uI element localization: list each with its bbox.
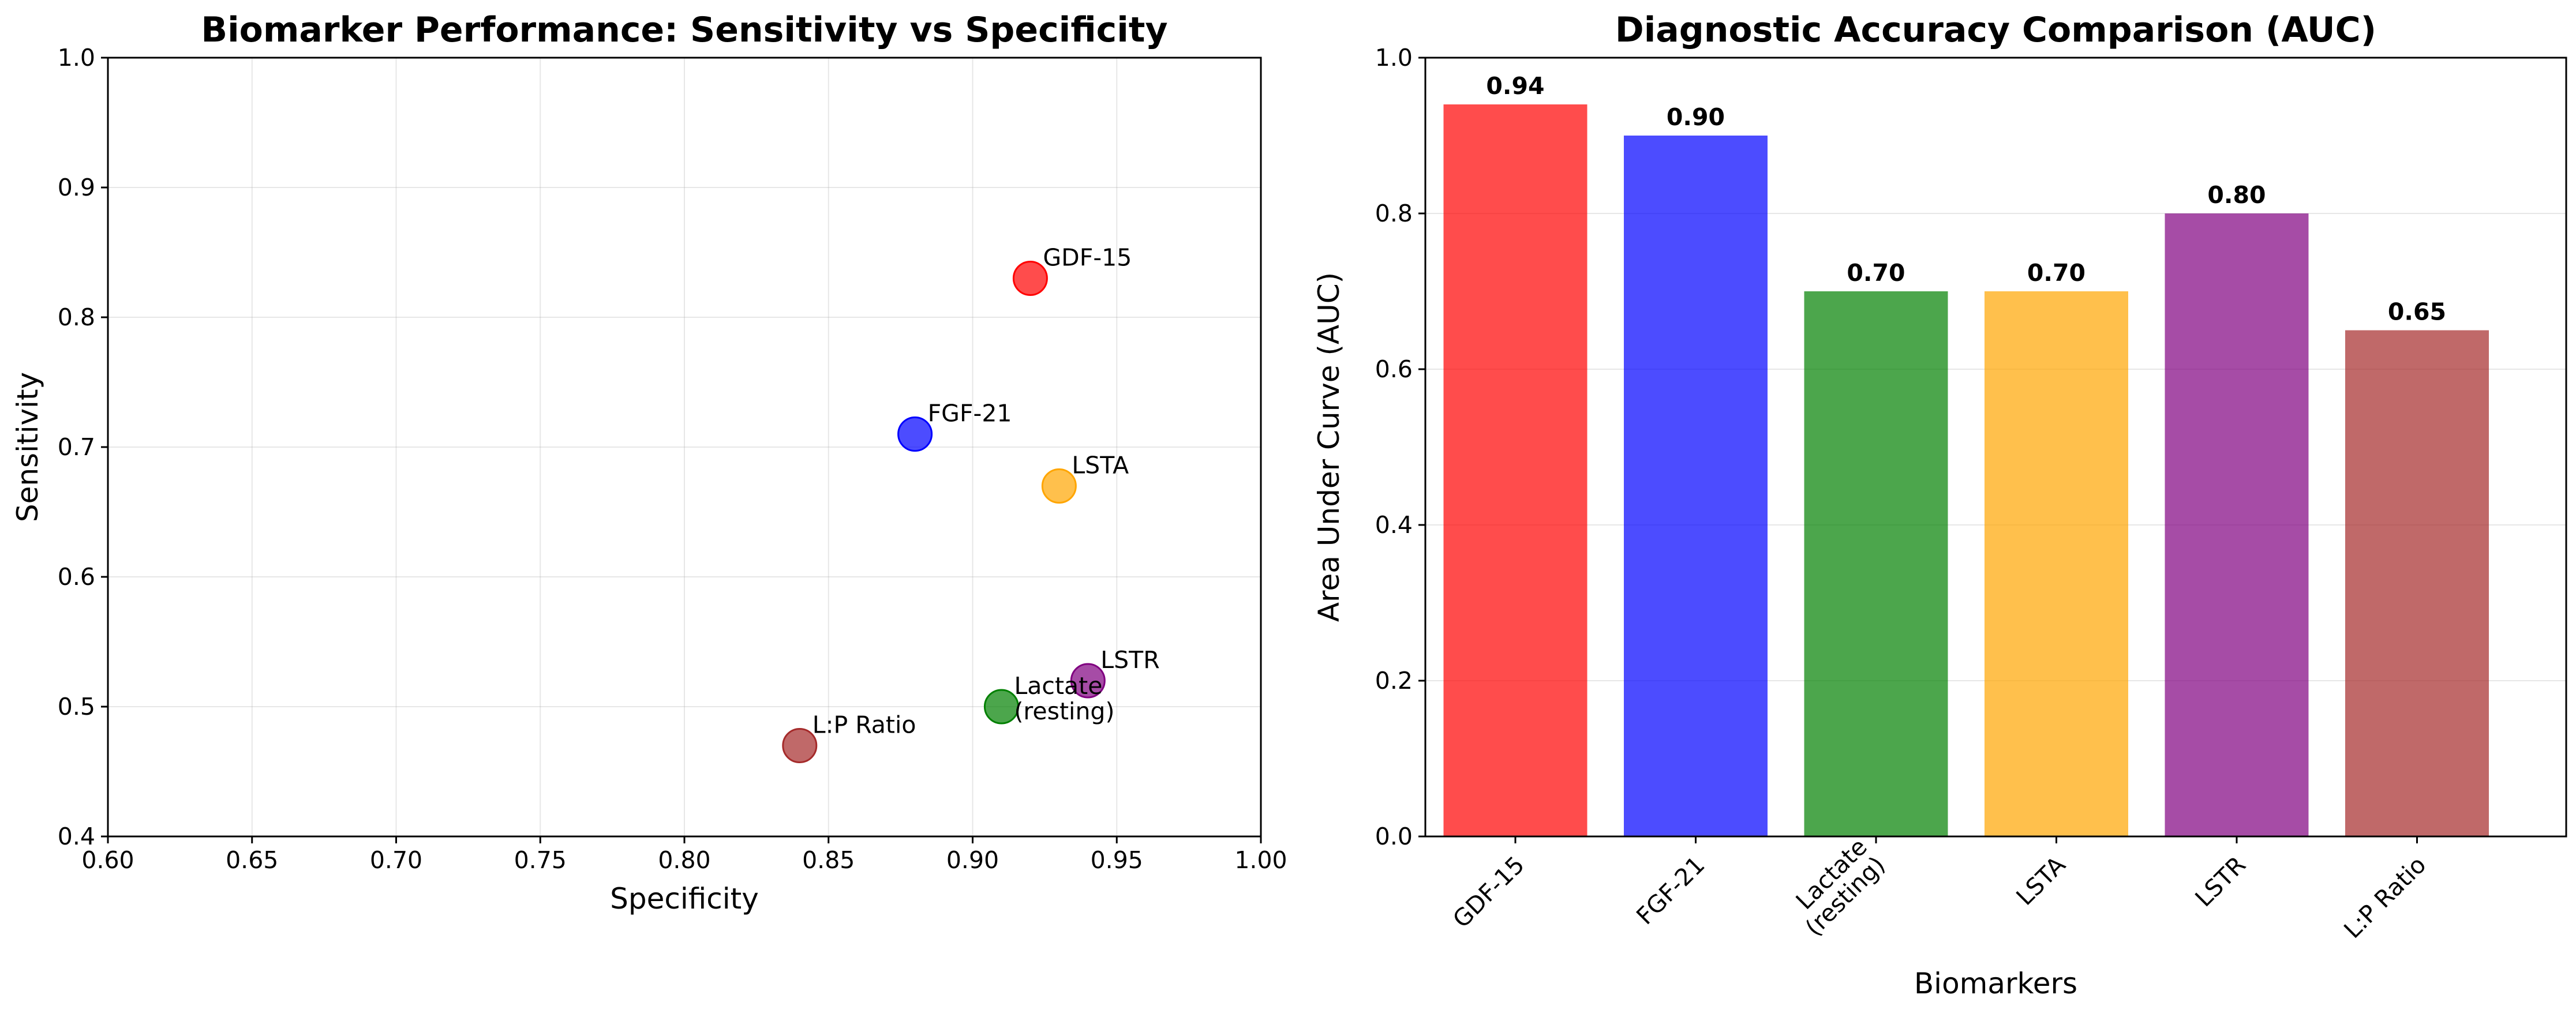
scatter-point-label: FGF-21 xyxy=(928,400,1012,427)
scatter-point-label: GDF-15 xyxy=(1043,244,1132,272)
bar-x-tick-label-line: LSTA xyxy=(2011,851,2071,911)
scatter-y-ticks: 0.4 0.5 0.6 0.7 0.8 0.9 1.0 xyxy=(58,44,108,850)
scatter-x-tick-label: 0.65 xyxy=(226,846,278,874)
bar-value-label: 0.94 xyxy=(1486,72,1544,100)
bar-value-label: 0.70 xyxy=(2027,259,2085,287)
bar-x-tick-label-group: L:P Ratio xyxy=(2338,851,2431,944)
scatter-chart-title: Biomarker Performance: Sensitivity vs Sp… xyxy=(201,10,1167,50)
bar-lstr xyxy=(2165,213,2309,836)
scatter-x-tick-label: 0.95 xyxy=(1091,846,1143,874)
bars xyxy=(1443,104,2489,836)
bar-y-ticks: 0.0 0.2 0.4 0.6 0.8 1.0 xyxy=(1375,44,1425,850)
bar-y-tick-label: 0.0 xyxy=(1375,823,1413,850)
bar-value-labels: 0.94 0.90 0.70 0.70 0.80 0.65 xyxy=(1486,72,2446,326)
scatter-y-tick-label: 0.8 xyxy=(58,303,95,331)
scatter-x-tick-label: 0.70 xyxy=(370,846,422,874)
scatter-point-gdf-15 xyxy=(1012,261,1048,296)
scatter-y-tick-label: 0.6 xyxy=(58,563,95,591)
bar-x-tick-label-group: FGF-21 xyxy=(1631,851,1710,930)
scatter-point-label-line: GDF-15 xyxy=(1043,244,1132,272)
scatter-x-tick-label: 0.85 xyxy=(802,846,855,874)
bar-x-tick-label: L:P Ratio xyxy=(2338,851,2431,944)
bar-x-tick-label-group: LSTA xyxy=(2011,851,2071,911)
bar-fgf-21 xyxy=(1624,136,1768,836)
scatter-x-axis-label: Specificity xyxy=(610,882,759,915)
scatter-point-label: Lactate (resting) xyxy=(1014,672,1114,725)
scatter-chart: Biomarker Performance: Sensitivity vs Sp… xyxy=(11,10,1287,915)
bar-plot-frame xyxy=(1424,57,2567,838)
bar-value-label: 0.80 xyxy=(2207,181,2266,209)
scatter-point-label-line: Lactate xyxy=(1014,672,1102,700)
bar-x-tick-label: LSTR xyxy=(2190,851,2251,912)
scatter-point-label: LSTA xyxy=(1072,452,1129,479)
scatter-y-tick-label: 0.5 xyxy=(58,693,95,720)
bar-lsta xyxy=(1985,291,2128,836)
scatter-point-l-p-ratio xyxy=(782,728,818,763)
bar-y-tick-label: 0.6 xyxy=(1375,355,1413,383)
scatter-y-tick-label: 0.4 xyxy=(58,823,95,850)
bar-x-tick-label: Lactate(resting) xyxy=(1782,833,1890,941)
bar-x-tick-label-group: GDF-15 xyxy=(1447,851,1530,933)
bar-x-tick-label: LSTA xyxy=(2011,851,2071,911)
scatter-point-lstr xyxy=(1070,663,1106,699)
bar-x-axis-label: Biomarkers xyxy=(1914,967,2077,1000)
bar-lactate-resting- xyxy=(1804,291,1948,836)
bar-y-axis-label: Area Under Curve (AUC) xyxy=(1312,272,1346,622)
bar-chart: Diagnostic Accuracy Comparison (AUC) 0.9… xyxy=(1312,10,2567,1000)
bar-l-p-ratio xyxy=(2345,330,2489,836)
bar-x-tick-label-line: GDF-15 xyxy=(1447,851,1530,933)
bar-x-tick-label: GDF-15 xyxy=(1447,851,1530,933)
scatter-y-tick-label: 1.0 xyxy=(58,44,95,72)
bar-value-label: 0.70 xyxy=(1847,259,1905,287)
scatter-point-label-line: (resting) xyxy=(1014,697,1114,725)
scatter-x-tick-label: 0.80 xyxy=(658,846,710,874)
scatter-point-label-line: L:P Ratio xyxy=(813,711,916,739)
scatter-point-label-line: LSTR xyxy=(1100,646,1159,674)
scatter-x-tick-label: 0.90 xyxy=(946,846,999,874)
bar-x-tick-label-line: LSTR xyxy=(2190,851,2251,912)
bar-y-tick-label: 0.2 xyxy=(1375,667,1413,695)
bar-y-tick-label: 0.4 xyxy=(1375,511,1413,539)
scatter-point-labels: GDF-15 FGF-21 Lactate (resting) LSTA LSTR L:P … xyxy=(813,244,1160,739)
bar-x-ticks: GDF-15 FGF-21 Lactate(resting) LSTA LSTR L:P … xyxy=(1447,833,2431,944)
scatter-x-tick-label: 0.75 xyxy=(514,846,567,874)
scatter-y-tick-label: 0.9 xyxy=(58,174,95,201)
scatter-point-lsta xyxy=(1041,468,1077,504)
scatter-point-label: L:P Ratio xyxy=(813,711,916,739)
bar-value-label: 0.90 xyxy=(1667,103,1725,131)
bar-y-tick-label: 1.0 xyxy=(1375,44,1413,72)
scatter-point-lactate-resting- xyxy=(983,689,1019,725)
scatter-point-fgf-21 xyxy=(897,416,933,452)
bar-x-tick-label-group: LSTR xyxy=(2190,851,2251,912)
bar-chart-title: Diagnostic Accuracy Comparison (AUC) xyxy=(1615,10,2376,50)
scatter-x-ticks: 0.60 0.65 0.70 0.75 0.80 0.85 0.90 0.95 1.00 xyxy=(81,836,1287,874)
scatter-y-axis-label: Sensitivity xyxy=(11,372,44,522)
bar-x-tick-label-line: L:P Ratio xyxy=(2338,851,2431,944)
scatter-gridlines xyxy=(107,57,1261,837)
bar-x-tick-label: FGF-21 xyxy=(1631,851,1710,930)
scatter-point-label-line: FGF-21 xyxy=(928,400,1012,427)
bar-x-tick-label-line: FGF-21 xyxy=(1631,851,1710,930)
bar-value-label: 0.65 xyxy=(2388,298,2446,326)
scatter-y-tick-label: 0.7 xyxy=(58,433,95,461)
bar-gdf-15 xyxy=(1443,104,1587,836)
bar-y-tick-label: 0.8 xyxy=(1375,200,1413,227)
scatter-x-tick-label: 1.00 xyxy=(1234,846,1287,874)
scatter-point-label-line: LSTA xyxy=(1072,452,1129,479)
scatter-points xyxy=(782,261,1106,763)
scatter-x-tick-label: 0.60 xyxy=(81,846,134,874)
scatter-point-label: LSTR xyxy=(1100,646,1159,674)
bar-x-tick-label-group: Lactate(resting) xyxy=(1782,833,1890,941)
